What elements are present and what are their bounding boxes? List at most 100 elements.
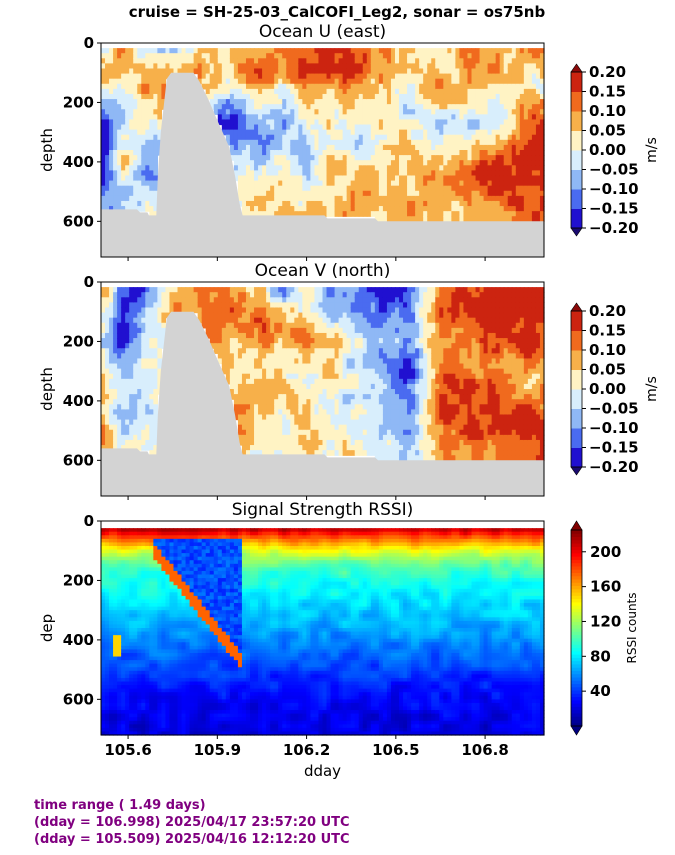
colorbar-segment <box>571 634 582 639</box>
colorbar-tick-label: −0.20 <box>589 219 639 237</box>
colorbar-segment <box>571 111 582 131</box>
panel-title: Ocean V (north) <box>255 261 391 281</box>
colorbar-segment <box>571 621 582 626</box>
colorbar-segment <box>571 716 582 720</box>
colorbar-extend-max <box>570 63 583 73</box>
colorbar-segment <box>571 559 582 564</box>
colorbar-segment <box>571 569 582 573</box>
x-tick-label: 105.6 <box>104 741 151 759</box>
colorbar-segment <box>571 673 582 678</box>
y-tick-label: 600 <box>63 212 94 230</box>
colorbar-segment <box>571 536 582 541</box>
colorbar-tick-label: 80 <box>590 647 611 665</box>
axes-frame <box>100 281 545 497</box>
colorbar-segment <box>571 130 582 151</box>
colorbar-segment <box>571 408 582 429</box>
colorbar-segment <box>571 543 582 547</box>
colorbar-label: RSSI counts <box>625 592 639 663</box>
colorbar-segment <box>571 588 582 593</box>
colorbar-segment <box>571 628 582 632</box>
colorbar-tick-label: 0.20 <box>589 63 626 81</box>
colorbar-segment <box>571 693 582 698</box>
colorbar-tick-label: 120 <box>590 612 621 630</box>
footer-start-time: (dday = 105.509) 2025/04/16 12:12:20 UTC <box>34 832 350 847</box>
colorbar-segment <box>571 598 582 603</box>
colorbar-segment <box>571 663 582 668</box>
colorbar: 0.20 0.150.10 0.050.00 −0.05−0.10 −0.15−0.20… <box>570 63 660 237</box>
colorbar-tick-label: 0.10 <box>589 102 626 120</box>
colorbar-label: m/s <box>644 137 660 163</box>
panel-title: Signal Strength RSSI) <box>232 500 414 520</box>
colorbar-extend-min <box>570 227 583 237</box>
colorbar-tick-label: 200 <box>590 543 621 561</box>
colorbar-segment <box>571 582 582 587</box>
colorbar-segment <box>571 601 582 606</box>
x-tick-label: 106.5 <box>372 741 419 759</box>
y-tick-label: 600 <box>63 690 94 708</box>
colorbar-segment <box>571 660 582 665</box>
colorbar-segment <box>571 719 582 724</box>
colorbar-segment <box>571 680 582 685</box>
y-axis-label: depth <box>38 128 56 172</box>
colorbar-tick-label: 0.05 <box>589 122 626 140</box>
y-tick-label: 400 <box>63 392 94 410</box>
axes-frame <box>100 520 545 736</box>
colorbar-extend-max <box>570 520 583 531</box>
heatmap-cells <box>101 287 545 461</box>
colorbar-segment <box>571 311 582 331</box>
colorbar-segment <box>571 72 582 92</box>
y-tick-label: 0 <box>84 273 94 291</box>
colorbar-segment <box>571 696 582 701</box>
colorbar-tick-label: −0.05 <box>589 400 639 418</box>
colorbar-segment <box>571 533 582 538</box>
colorbar-segment <box>571 579 582 583</box>
colorbar-tick-label: −0.05 <box>589 161 639 179</box>
colorbar-segment <box>571 657 582 662</box>
y-axis-label: dep <box>38 614 56 642</box>
y-tick-label: 400 <box>63 631 94 649</box>
colorbar-segment <box>571 637 582 642</box>
colorbar-segment <box>571 647 582 652</box>
colorbar-segment <box>571 644 582 649</box>
x-axis-label: dday <box>304 762 341 780</box>
colorbar-segment <box>571 677 582 681</box>
colorbar-segment <box>571 618 582 622</box>
colorbar-tick-label: 0.00 <box>589 141 626 159</box>
colorbar-segment <box>571 611 582 616</box>
colorbar-segment <box>571 699 582 704</box>
y-tick-label: 200 <box>63 571 94 589</box>
colorbar-segment <box>571 546 582 551</box>
heatmap-cells <box>101 48 545 222</box>
colorbar-segment <box>571 592 582 596</box>
colorbar-tick-label: −0.15 <box>589 439 639 457</box>
colorbar-tick-label: 0.20 <box>589 302 626 320</box>
colorbar-segment <box>571 572 582 577</box>
panel-title: Ocean U (east) <box>259 22 386 42</box>
colorbar-segment <box>571 565 582 570</box>
colorbar-tick-label: 0.05 <box>589 361 626 379</box>
colorbar-extend-min <box>570 725 583 736</box>
colorbar-tick-label: −0.10 <box>589 419 639 437</box>
colorbar-segment <box>571 549 582 554</box>
colorbar-tick-label: 0.10 <box>589 341 626 359</box>
colorbar-segment <box>571 706 582 711</box>
colorbar-segment <box>571 350 582 370</box>
colorbar-segment <box>571 683 582 688</box>
colorbar-extend-max <box>570 302 583 312</box>
panels: Ocean U (east)0200400600depth0.200.150.1… <box>38 22 660 780</box>
colorbar-segment <box>571 670 582 675</box>
colorbar-segment <box>571 585 582 590</box>
y-tick-label: 600 <box>63 451 94 469</box>
footer-time-range: time range ( 1.49 days) <box>34 798 206 813</box>
colorbar-segment <box>571 709 582 714</box>
panel-3: Signal Strength RSSI) 0 200 400 600 105.6 105.… <box>38 500 639 780</box>
colorbar-extend-min <box>570 466 583 476</box>
panel-2: Ocean V (north)0200400600depth0.200.150.… <box>38 261 660 500</box>
x-tick-label: 106.8 <box>461 741 508 759</box>
y-tick-label: 200 <box>63 93 94 111</box>
colorbar-segment <box>571 428 582 448</box>
x-tick-label: 106.2 <box>283 741 330 759</box>
colorbar-segment <box>571 369 582 390</box>
heatmap-cells <box>101 528 545 736</box>
